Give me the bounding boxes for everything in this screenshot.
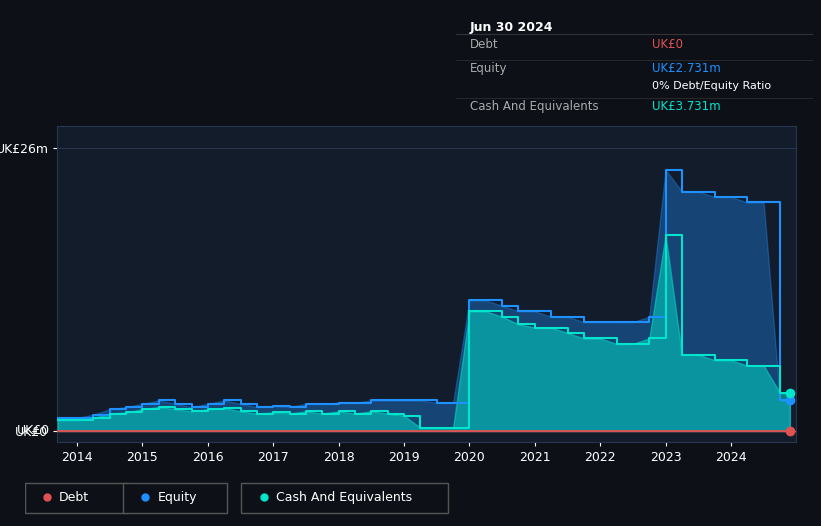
Text: UK£3.731m: UK£3.731m <box>652 100 721 113</box>
Text: UK£0: UK£0 <box>652 38 683 51</box>
FancyBboxPatch shape <box>241 483 448 512</box>
Text: Debt: Debt <box>470 38 498 51</box>
Text: Debt: Debt <box>59 491 89 503</box>
FancyBboxPatch shape <box>25 483 128 512</box>
Text: Equity: Equity <box>158 491 197 503</box>
Text: Cash And Equivalents: Cash And Equivalents <box>276 491 412 503</box>
Text: UK£2.731m: UK£2.731m <box>652 63 721 75</box>
Text: Jun 30 2024: Jun 30 2024 <box>470 21 553 34</box>
Text: UK£0: UK£0 <box>17 424 50 438</box>
Text: Cash And Equivalents: Cash And Equivalents <box>470 100 599 113</box>
FancyBboxPatch shape <box>123 483 227 512</box>
Text: 0% Debt/Equity Ratio: 0% Debt/Equity Ratio <box>652 80 771 91</box>
Text: Equity: Equity <box>470 63 507 75</box>
